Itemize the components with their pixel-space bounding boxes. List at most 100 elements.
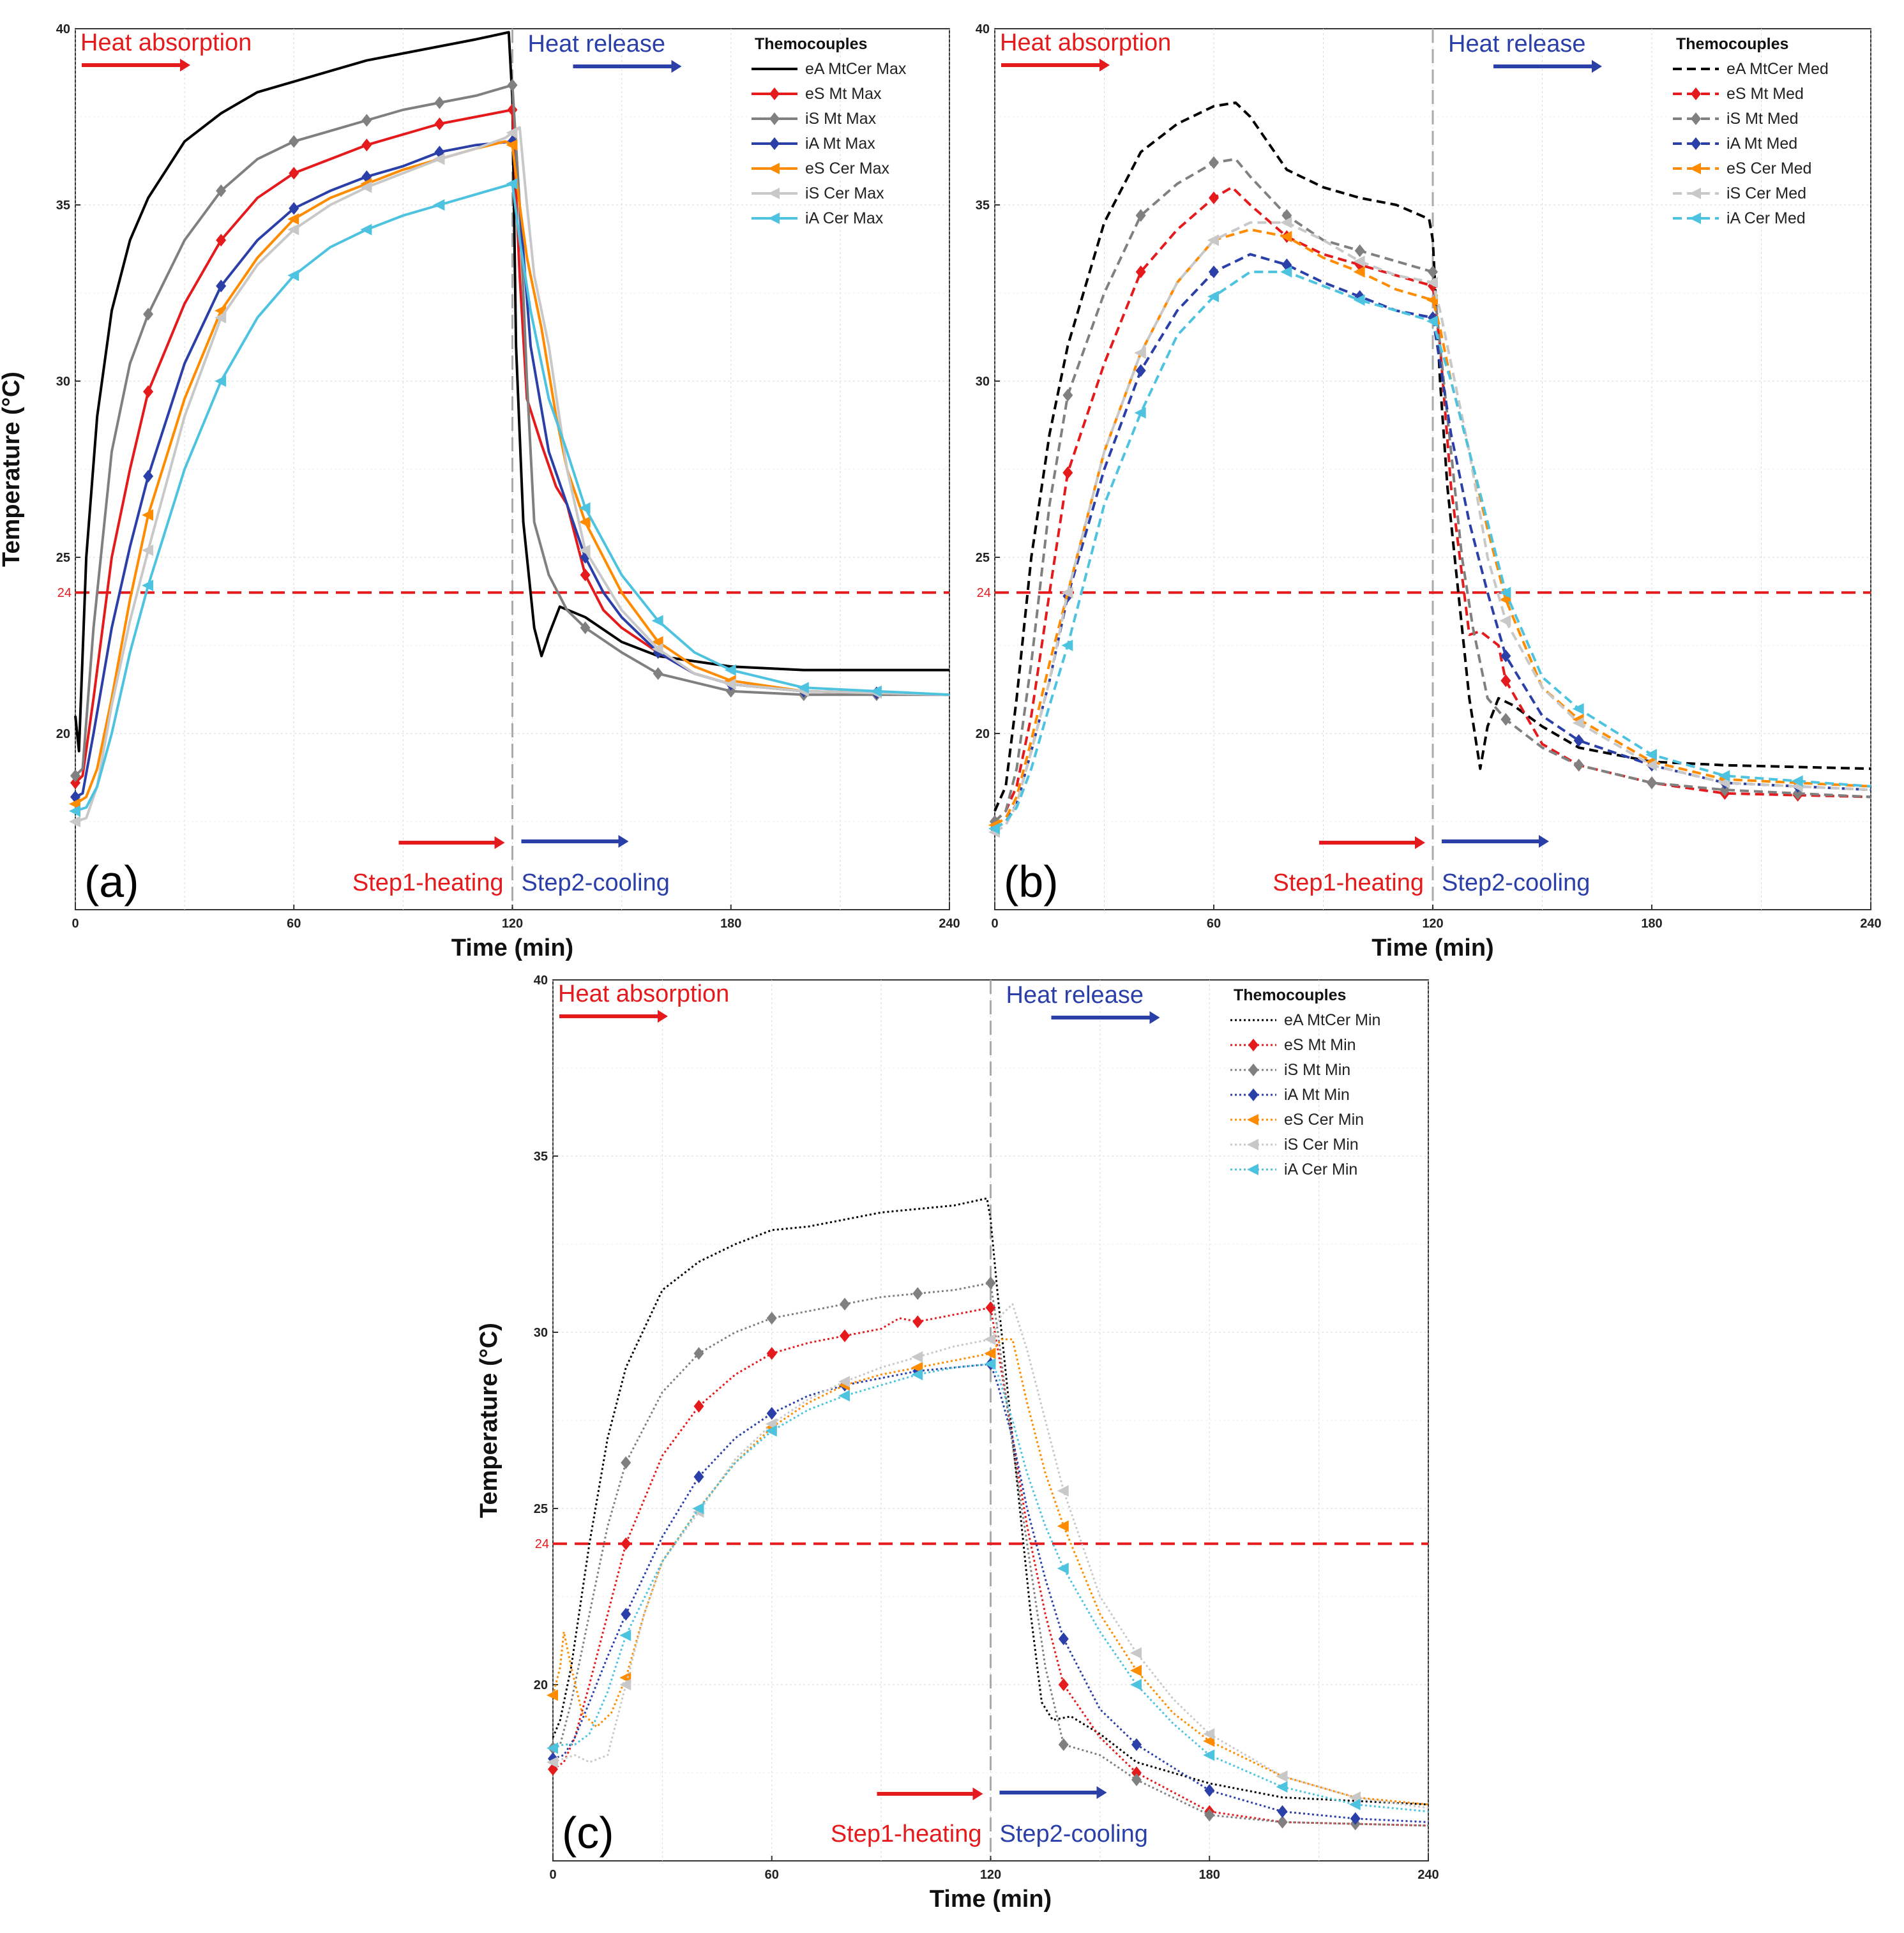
data-point (651, 643, 663, 655)
data-point (434, 117, 445, 131)
step1-arrow-head (972, 1787, 983, 1800)
legend-entry: eS Mt Min (1284, 1036, 1356, 1054)
y-axis-title: Temperature (°C) (476, 1323, 502, 1518)
legend-marker (768, 163, 780, 174)
legend-marker (768, 188, 780, 199)
series-line (552, 1197, 1429, 1806)
y-tick-label: 40 (534, 974, 548, 988)
data-point (1131, 1773, 1142, 1787)
data-point (1134, 407, 1146, 419)
data-point (1203, 1728, 1215, 1740)
data-point (1426, 276, 1438, 289)
heat-release-arrow-head (671, 60, 682, 73)
series-line (994, 270, 1871, 830)
data-point (621, 1537, 631, 1551)
series-line (994, 228, 1871, 827)
x-tick-label: 120 (980, 1868, 1001, 1882)
data-point (143, 385, 154, 398)
legend: Themocouples eA MtCer Med eS Mt Med iS Mt M… (1673, 35, 1829, 227)
data-point (1204, 1784, 1215, 1797)
data-point (724, 678, 736, 690)
legend-marker (1691, 87, 1701, 100)
data-point (1061, 640, 1073, 651)
x-tick-label: 60 (287, 917, 301, 931)
data-point (693, 1399, 704, 1413)
data-point (1277, 1816, 1288, 1829)
heat-absorption-label: Heat absorption (1000, 29, 1171, 56)
legend-title: Themocouples (755, 35, 867, 53)
data-point (216, 184, 227, 197)
data-point (1426, 315, 1438, 327)
data-point (1203, 1749, 1215, 1761)
x-tick-label: 0 (549, 1868, 556, 1882)
data-point (1426, 294, 1438, 306)
data-point (1058, 1738, 1069, 1751)
data-point (289, 202, 299, 215)
heat-absorption-label: Heat absorption (558, 981, 729, 1007)
series-line (994, 101, 1871, 812)
legend-title: Themocouples (1234, 986, 1346, 1004)
data-point (433, 153, 445, 165)
series-line (74, 109, 950, 784)
data-point (1209, 156, 1219, 169)
data-point (1209, 265, 1219, 278)
data-point (1204, 1809, 1215, 1822)
data-point (1277, 1805, 1288, 1818)
data-point (216, 234, 227, 247)
data-point (1280, 216, 1292, 229)
x-tick-label: 180 (1199, 1868, 1220, 1882)
data-point (1500, 674, 1511, 688)
data-point (507, 79, 518, 92)
heat-release-arrow-head (1149, 1011, 1160, 1024)
data-point (360, 181, 372, 193)
series-line (994, 221, 1871, 834)
data-point (912, 1287, 923, 1300)
legend-entry: iA Cer Min (1284, 1161, 1357, 1178)
y-tick-label: 25 (534, 1502, 548, 1516)
data-point (840, 1297, 850, 1311)
step2-cooling-label: Step2-cooling (1000, 1821, 1148, 1847)
x-tick-label: 0 (991, 917, 998, 931)
data-point (1135, 364, 1146, 377)
data-point (1062, 466, 1073, 479)
data-point (619, 1629, 631, 1641)
data-point (142, 580, 154, 592)
legend-entry: eS Cer Max (805, 160, 889, 177)
data-point (1573, 758, 1584, 772)
legend-entry: iA Mt Max (805, 135, 875, 153)
data-point (1791, 775, 1803, 787)
legend-marker (1689, 188, 1701, 199)
data-point (621, 1456, 631, 1470)
legend-entry: iA Mt Med (1726, 135, 1797, 153)
data-point (984, 1348, 996, 1360)
legend-marker (1247, 1114, 1258, 1125)
data-point (1500, 712, 1511, 726)
x-axis-title: Time (min) (930, 1886, 1052, 1913)
legend-marker (1689, 213, 1701, 224)
series-line (75, 140, 950, 799)
step2-arrow-head (1096, 1786, 1107, 1799)
reference-line-label: 24 (57, 586, 72, 600)
step2-cooling-label: Step2-cooling (1442, 869, 1590, 896)
legend-entry: eA MtCer Med (1726, 60, 1829, 78)
y-tick-label: 40 (56, 22, 70, 36)
data-point (1135, 265, 1146, 278)
series-line (994, 253, 1871, 830)
legend-marker (1691, 112, 1701, 125)
y-tick-label: 25 (976, 551, 990, 565)
data-point (838, 1390, 850, 1402)
y-tick-label: 30 (56, 375, 70, 389)
data-point (619, 1679, 631, 1690)
x-tick-label: 180 (1641, 917, 1662, 931)
data-point (1130, 1647, 1142, 1659)
data-point (1354, 244, 1365, 257)
data-point (70, 769, 80, 783)
data-point (985, 1276, 996, 1290)
heat-absorption-arrow-head (180, 59, 190, 71)
data-point (1131, 1766, 1142, 1779)
data-point (1057, 1485, 1069, 1497)
data-point (1353, 294, 1365, 306)
series-ia-cer-max (69, 177, 950, 817)
data-point (911, 1369, 923, 1381)
